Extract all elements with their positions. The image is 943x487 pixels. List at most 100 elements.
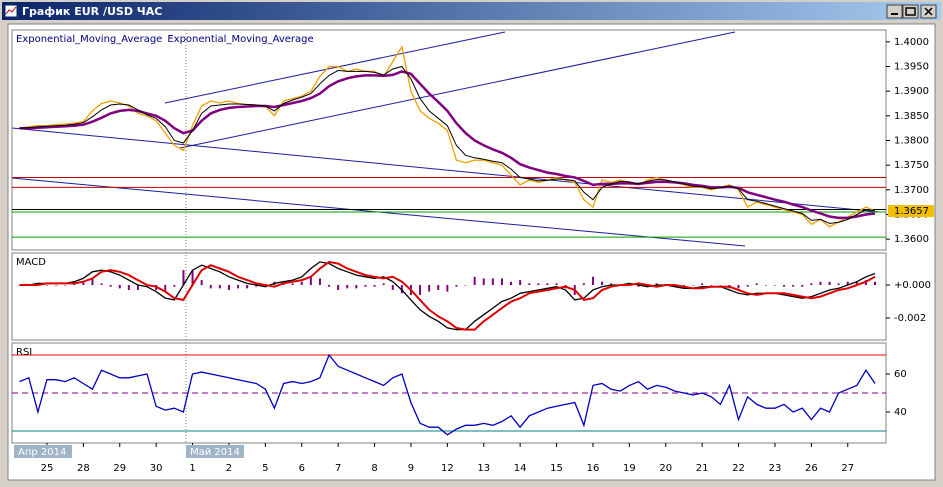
histogram-bar	[719, 285, 722, 286]
histogram-bar	[318, 278, 321, 286]
histogram-bar	[246, 285, 249, 289]
histogram-bar	[200, 280, 203, 286]
histogram-bar	[810, 283, 813, 286]
histogram-bar	[173, 285, 176, 287]
month-label-box	[14, 445, 72, 458]
legend-entry: Exponential_Moving_Average	[167, 34, 313, 45]
x-tick-label: 21	[696, 463, 709, 474]
histogram-bar	[473, 276, 476, 286]
histogram-bar	[874, 281, 877, 286]
histogram-bar	[428, 285, 431, 292]
histogram-bar	[127, 285, 130, 290]
x-tick-label: 29	[113, 463, 126, 474]
y-tick-label: 40	[894, 407, 907, 418]
window-icon-line	[5, 6, 17, 15]
y-tick-label: 1.4000	[894, 37, 929, 48]
x-tick-label: 20	[659, 463, 672, 474]
histogram-bar	[855, 281, 858, 286]
x-tick-label: 13	[477, 463, 490, 474]
series-line	[19, 353, 876, 436]
y-tick-label: 1.3850	[894, 111, 929, 122]
month-label: Апр 2014	[18, 447, 66, 458]
histogram-bar	[546, 283, 549, 286]
window-buttons	[886, 4, 937, 19]
month-label: Май 2014	[190, 447, 240, 458]
histogram-bar	[109, 285, 112, 287]
histogram-bar	[582, 283, 585, 286]
histogram-bar	[100, 283, 103, 286]
close-icon	[924, 7, 933, 16]
y-tick-label: 1.3750	[894, 160, 929, 171]
histogram-bar	[437, 285, 440, 290]
y-tick-label: 60	[894, 369, 907, 380]
histogram-bar	[364, 285, 367, 287]
histogram-bar	[819, 281, 822, 286]
histogram-bar	[45, 285, 48, 286]
histogram-bar	[309, 276, 312, 286]
x-tick-label: 5	[262, 463, 268, 474]
x-tick-label: 2	[226, 463, 232, 474]
histogram-bar	[328, 285, 331, 287]
y-tick-label: 1.3700	[894, 185, 929, 196]
current-price-tag	[888, 205, 934, 218]
histogram-bar	[792, 285, 795, 287]
histogram-bar	[637, 285, 640, 287]
histogram-bar	[191, 270, 194, 286]
histogram-bar	[337, 285, 340, 290]
histogram-bar	[746, 285, 749, 287]
histogram-bar	[837, 283, 840, 286]
histogram-bar	[55, 285, 58, 286]
histogram-bar	[500, 278, 503, 286]
legend-entry: Exponential_Moving_Average	[16, 34, 162, 45]
series-line	[19, 65, 876, 224]
x-tick-label: 19	[623, 463, 636, 474]
y-tick-label: 1.3800	[894, 135, 929, 146]
histogram-bar	[801, 285, 804, 287]
histogram-bar	[64, 285, 67, 286]
histogram-bar	[227, 285, 230, 290]
y-tick-label: -0.002	[894, 313, 926, 324]
x-tick-label: 1	[189, 463, 195, 474]
pane-title: MACD	[16, 257, 46, 268]
window-title: График EUR /USD ЧАС	[22, 5, 162, 18]
x-tick-label: 12	[441, 463, 454, 474]
histogram-bar	[291, 283, 294, 286]
x-tick-label: 27	[841, 463, 854, 474]
histogram-bar	[510, 281, 513, 286]
histogram-bar	[755, 283, 758, 286]
pane-plot	[12, 353, 886, 436]
x-tick-label: 6	[299, 463, 305, 474]
histogram-bar	[209, 285, 212, 289]
x-tick-label: 30	[150, 463, 163, 474]
histogram-bar	[118, 285, 121, 289]
series-line	[19, 260, 876, 331]
histogram-bar	[346, 285, 349, 289]
histogram-bar	[355, 285, 358, 289]
histogram-bar	[828, 281, 831, 286]
pane-plot	[12, 45, 886, 238]
minimize-button[interactable]	[886, 4, 903, 19]
histogram-bar	[737, 285, 740, 289]
histogram-bar	[710, 285, 713, 286]
x-tick-label: 25	[41, 463, 54, 474]
series-line	[19, 261, 876, 331]
histogram-bar	[464, 285, 467, 286]
histogram-bar	[182, 270, 185, 286]
current-price-label: 1.3657	[894, 206, 929, 217]
x-tick-label: 28	[77, 463, 90, 474]
histogram-bar	[136, 285, 139, 290]
histogram-bar	[846, 281, 849, 286]
x-tick-label: 7	[335, 463, 341, 474]
x-tick-label: 8	[371, 463, 377, 474]
histogram-bar	[446, 285, 449, 292]
histogram-bar	[701, 283, 704, 286]
histogram-bar	[373, 285, 376, 287]
histogram-bar	[491, 278, 494, 286]
histogram-bar	[82, 281, 85, 286]
x-tick-label: 9	[408, 463, 414, 474]
histogram-bar	[255, 285, 258, 287]
histogram-bar	[237, 285, 240, 289]
histogram-bar	[601, 281, 604, 286]
pane-plot	[18, 260, 877, 331]
